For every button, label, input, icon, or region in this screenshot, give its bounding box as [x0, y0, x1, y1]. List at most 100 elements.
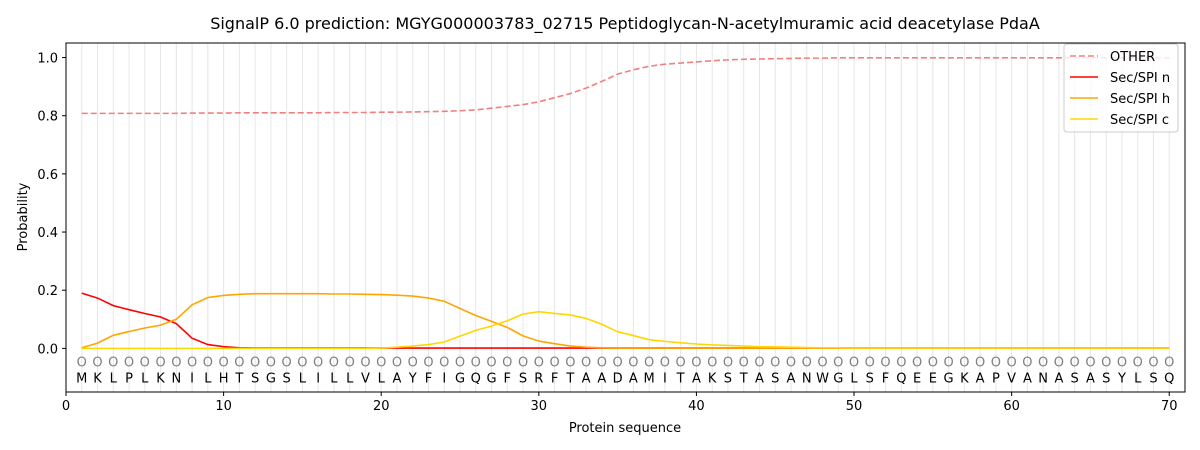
residue-letter: S: [771, 371, 779, 386]
series-line-sec-spi-n: [81, 292, 1170, 349]
residue-letter: I: [442, 371, 446, 386]
residue-letter: L: [330, 371, 338, 386]
residue-letter: A: [755, 371, 764, 386]
residue-letter: A: [629, 371, 638, 386]
x-tick-label: 20: [373, 399, 390, 414]
residue-letter: E: [913, 371, 921, 386]
residue-letter: Y: [408, 371, 417, 386]
position-marker: O: [597, 355, 607, 370]
residue-letter: E: [929, 371, 937, 386]
chart-title: SignalP 6.0 prediction: MGYG000003783_02…: [210, 14, 1040, 34]
y-axis-label: Probability: [16, 182, 31, 251]
position-marker: O: [739, 355, 749, 370]
residue-letter: F: [882, 371, 889, 386]
position-marker: O: [313, 355, 323, 370]
residue-letter: S: [251, 371, 259, 386]
residue-letter: Q: [471, 371, 481, 386]
position-marker: O: [975, 355, 985, 370]
residue-letter: M: [76, 371, 87, 386]
legend: OTHER Sec/SPI n Sec/SPI h Sec/SPI c: [1063, 43, 1179, 133]
residue-letter: H: [219, 371, 229, 386]
position-marker: O: [1007, 355, 1017, 370]
residue-letter: P: [125, 371, 133, 386]
residue-letter: S: [1149, 371, 1157, 386]
residue-letter: N: [802, 371, 812, 386]
residue-letter: V: [1007, 371, 1016, 386]
position-marker: O: [203, 355, 213, 370]
position-marker: O: [187, 355, 197, 370]
residue-letter: G: [833, 371, 843, 386]
residue-letter: F: [551, 371, 558, 386]
position-marker: O: [1101, 355, 1111, 370]
position-marker: O: [92, 355, 102, 370]
position-marker: O: [534, 355, 544, 370]
position-marker: O: [1038, 355, 1048, 370]
y-tick-label: 0.8: [37, 110, 58, 125]
residue-letter: L: [378, 371, 386, 386]
position-marker: O: [691, 355, 701, 370]
position-marker: O: [991, 355, 1001, 370]
legend-label: Sec/SPI n: [1110, 71, 1170, 86]
residue-letter: A: [976, 371, 985, 386]
residue-letter: L: [110, 371, 118, 386]
y-tick-label: 0.0: [37, 342, 58, 357]
residue-letter: T: [739, 371, 748, 386]
position-marker: O: [471, 355, 481, 370]
position-marker: O: [297, 355, 307, 370]
position-marker: O: [849, 355, 859, 370]
residue-letter: D: [613, 371, 623, 386]
residue-letter: T: [565, 371, 574, 386]
position-marker: O: [549, 355, 559, 370]
residue-letter: K: [708, 371, 717, 386]
residue-letter: S: [283, 371, 291, 386]
position-marker: O: [880, 355, 890, 370]
residue-letter: G: [455, 371, 465, 386]
position-marker: O: [1164, 355, 1174, 370]
position-marker: O: [833, 355, 843, 370]
legend-label: OTHER: [1110, 50, 1155, 65]
residue-letter: R: [534, 371, 543, 386]
position-marker: O: [171, 355, 181, 370]
position-marker: O: [928, 355, 938, 370]
position-marker: O: [896, 355, 906, 370]
residue-letter: L: [299, 371, 307, 386]
residue-letter: G: [266, 371, 276, 386]
x-axis-label: Protein sequence: [569, 421, 681, 436]
position-marker: O: [392, 355, 402, 370]
position-marker: O: [329, 355, 339, 370]
residue-letter: K: [156, 371, 165, 386]
residue-letter: M: [644, 371, 655, 386]
position-marker: O: [912, 355, 922, 370]
residue-letter: K: [93, 371, 102, 386]
x-tick-label: 60: [1003, 399, 1020, 414]
residue-letter: V: [361, 371, 370, 386]
residue-letter: Q: [896, 371, 906, 386]
position-marker: O: [865, 355, 875, 370]
position-marker: O: [817, 355, 827, 370]
residue-letter: Q: [1164, 371, 1174, 386]
position-marker: O: [802, 355, 812, 370]
position-marker: O: [1022, 355, 1032, 370]
legend-items: OTHER Sec/SPI n Sec/SPI h Sec/SPI c: [1070, 50, 1170, 128]
x-tick-label: 70: [1161, 399, 1178, 414]
position-marker: O: [707, 355, 717, 370]
residue-letter: A: [597, 371, 606, 386]
grid-lines: [81, 43, 1170, 392]
residue-letter: F: [425, 371, 432, 386]
residue-letter: L: [204, 371, 212, 386]
residue-letter: T: [676, 371, 685, 386]
x-tick-label: 50: [846, 399, 863, 414]
position-marker: O: [581, 355, 591, 370]
residue-letter: G: [944, 371, 954, 386]
position-marker: O: [1117, 355, 1127, 370]
residue-letter: A: [692, 371, 701, 386]
position-marker: O: [770, 355, 780, 370]
position-marker: O: [423, 355, 433, 370]
plot-area-frame: [65, 42, 1186, 393]
y-tick-label: 1.0: [37, 52, 58, 67]
x-axis-ticks: 0 10 20 30 40 50 60 70: [62, 392, 1178, 414]
position-marker: O: [723, 355, 733, 370]
residue-letter: L: [850, 371, 858, 386]
position-marker: O: [518, 355, 528, 370]
position-marker: O: [644, 355, 654, 370]
